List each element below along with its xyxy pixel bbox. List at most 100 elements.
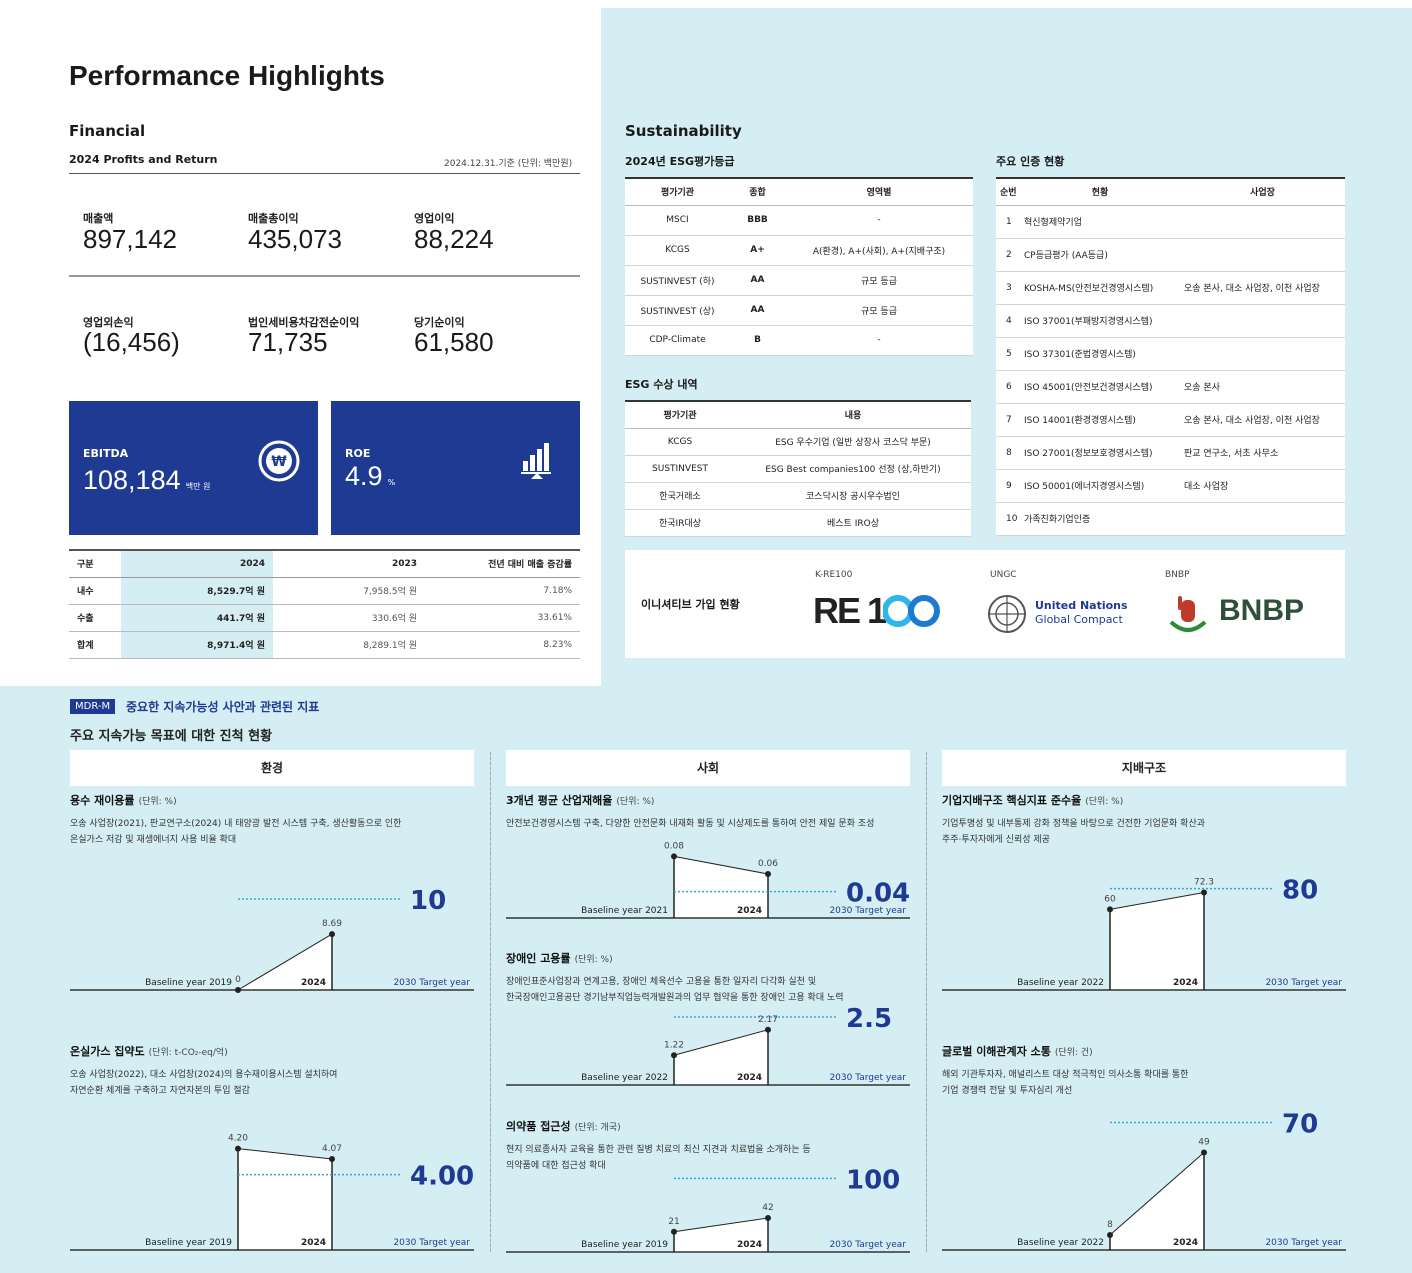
baseline-point	[671, 1052, 677, 1059]
table-row: 3 KOSHA-MS(안전보건경영시스템) 오송 본사, 대소 사업장, 이천 사업…	[996, 271, 1345, 305]
progress-chart-container: 0.08 0.06 0.04 Baseline year 2021 2024 2030 T…	[506, 830, 910, 944]
current-year-label: 2024	[737, 1073, 762, 1083]
column-social: 사회	[506, 750, 910, 786]
progress-chart-container: 4.20 4.07 4.00 Baseline year 2019 2024 2030 T…	[70, 1120, 474, 1273]
progress-line	[673, 1217, 769, 1233]
table-header: 전년 대비 매출 증감률	[425, 549, 580, 578]
table-row: SUSTINVEST (하) AA 규모 등급	[625, 265, 973, 296]
table-cell: 내수	[69, 577, 121, 605]
table-row: CDP-Climate B -	[625, 325, 973, 356]
progress-fill	[1110, 1152, 1204, 1250]
target-value-label: 70	[1282, 1110, 1318, 1140]
progress-chart: 0.08 0.06 0.04 Baseline year 2021 2024 2030 T…	[506, 841, 910, 919]
roe-value: 4.9	[345, 461, 383, 491]
ebitda-label: EBITDA	[83, 447, 129, 460]
table-row: SUSTINVEST ESG Best companies100 선정 (상,하반…	[625, 455, 971, 483]
metric-title: 3개년 평균 산업재해율 (단위: %)	[506, 792, 910, 808]
table-cell: 2	[996, 238, 1020, 272]
table-header: 평가기관	[625, 401, 735, 429]
progress-chart-container: 1.22 2.17 2.5 Baseline year 2022 2024 2030 Ta…	[506, 1000, 910, 1111]
table-row: 2 CP등급평가 (AA등급)	[996, 238, 1345, 272]
current-point	[1201, 1149, 1207, 1156]
metric-title: 온실가스 집약도 (단위: t-CO₂-eq/억)	[70, 1043, 474, 1059]
table-header: 2023	[273, 549, 425, 578]
current-point	[1201, 889, 1207, 896]
baseline-point	[671, 1228, 677, 1235]
baseline-point	[671, 853, 677, 860]
initiative-caption: UNGC	[990, 570, 1017, 580]
ebitda-card: EBITDA 108,184 백만 원 ₩	[69, 401, 318, 535]
target-value-label: 0.04	[846, 879, 910, 909]
table-header: 사업장	[1180, 178, 1345, 206]
metric-description: 안전보건경영시스템 구축, 다양한 안전문화 내재화 활동 및 시상제도를 통하…	[506, 816, 910, 832]
current-point	[329, 1156, 335, 1162]
metric-label: 법인세비용차감전순이익	[248, 316, 360, 329]
mdr-title: 중요한 지속가능성 사안과 관련된 지표	[126, 700, 320, 714]
description-line: 기업 경쟁력 전달 및 투자심리 개선	[942, 1086, 1073, 1096]
current-value-label: 42	[762, 1203, 773, 1213]
table-cell: ISO 37001(부패방지경영시스템)	[1020, 304, 1180, 338]
table-cell: 규모 등급	[785, 295, 973, 326]
table-cell: AA	[730, 295, 785, 326]
table-cell: 8,529.7억 원	[121, 577, 273, 605]
current-value-label: 2.17	[758, 1015, 778, 1025]
target-year-label: 2030 Target year	[1265, 978, 1342, 988]
roe-unit: %	[387, 478, 396, 487]
table-cell: 8.23%	[425, 631, 580, 659]
table-cell: ESG Best companies100 선정 (상,하반기)	[735, 455, 971, 483]
target-year-label: 2030 Target year	[1265, 1238, 1342, 1248]
metric-label: 매출액	[83, 212, 114, 225]
table-cell: CDP-Climate	[625, 325, 730, 356]
current-point	[329, 931, 335, 938]
table-cell: 오송 본사, 대소 사업장, 이천 사업장	[1180, 403, 1345, 437]
description-line: 한국장애인고용공단 경기남부직업능력개발원과의 업무 협약을 통한 장애인 고용…	[506, 993, 844, 1003]
metric-value: 435,073	[248, 224, 342, 254]
table-cell: 8,971.4억 원	[121, 631, 273, 659]
table-cell: SUSTINVEST	[625, 455, 735, 483]
table-row: KCGS ESG 우수기업 (일반 상장사 코스닥 부문)	[625, 428, 971, 456]
roe-label: ROE	[345, 447, 371, 460]
target-year-label: 2030 Target year	[393, 978, 470, 988]
description-line: 자연순환 체계를 구축하고 자연자본의 투입 절감	[70, 1086, 250, 1096]
target-year-label: 2030 Target year	[829, 1240, 906, 1250]
table-cell: 8	[996, 436, 1020, 470]
table-cell: KCGS	[625, 428, 735, 456]
table-row: 한국IR대상 베스트 IRO상	[625, 509, 971, 537]
metric-block: 장애인 고용률 (단위: %) 장애인표준사업장과 연계고용, 장애인 체육선수 고…	[506, 950, 910, 1006]
target-value-label: 80	[1282, 876, 1318, 906]
table-cell: 규모 등급	[785, 265, 973, 296]
esg-rating-table: 평가기관 종합 영역별 MSCI BBB - KCGS A+ A(환경), A+(사회)…	[625, 177, 973, 356]
metric-unit: (단위: t-CO₂-eq/억)	[148, 1048, 228, 1058]
description-line: 현지 의료종사자 교육을 통한 관련 질병 치료의 최신 지견과 치료법을 소개…	[506, 1145, 811, 1155]
financial-title: Financial	[69, 122, 146, 140]
metric-unit: (단위: 개국)	[574, 1123, 621, 1133]
progress-fill	[674, 856, 768, 918]
progress-fill	[1110, 892, 1204, 990]
metric-title: 의약품 접근성 (단위: 개국)	[506, 1118, 910, 1134]
table-cell: 330.6억 원	[273, 604, 425, 632]
table-cell: 1	[996, 205, 1020, 239]
table-cell: KCGS	[625, 235, 730, 266]
esg-awards-title: ESG 수상 내역	[625, 378, 698, 391]
table-cell: 베스트 IRO상	[735, 509, 971, 537]
current-year-label: 2024	[1173, 978, 1198, 988]
metric-description: 장애인표준사업장과 연계고용, 장애인 체육선수 고용을 통한 일자리 다각화 …	[506, 974, 910, 1006]
baseline-point	[1107, 906, 1113, 913]
current-year-label: 2024	[737, 1240, 762, 1250]
metric-block: 용수 재이용률 (단위: %) 오송 사업장(2021), 판교연구소(2024) …	[70, 792, 474, 848]
bnbp-logo-text: BNBP	[1219, 594, 1305, 627]
progress-line	[1109, 1152, 1205, 1236]
description-line: 주주·투자자에게 신뢰성 제공	[942, 835, 1050, 845]
current-point	[765, 1026, 771, 1033]
initiative-caption: BNBP	[1165, 570, 1190, 580]
table-row: SUSTINVEST (상) AA 규모 등급	[625, 295, 973, 326]
table-cell: ISO 37301(준법경영시스템)	[1020, 337, 1180, 371]
table-cell: 수출	[69, 604, 121, 632]
initiative-caption: K-RE100	[815, 570, 853, 580]
progress-line	[237, 933, 333, 991]
baseline-year-label: Baseline year 2019	[145, 978, 232, 988]
table-cell: 7.18%	[425, 577, 580, 605]
table-row: 7 ISO 14001(환경경영시스템) 오송 본사, 대소 사업장, 이천 사업장	[996, 403, 1345, 437]
esg-rating-title: 2024년 ESG평가등급	[625, 155, 735, 168]
current-value-label: 8.69	[322, 919, 342, 929]
